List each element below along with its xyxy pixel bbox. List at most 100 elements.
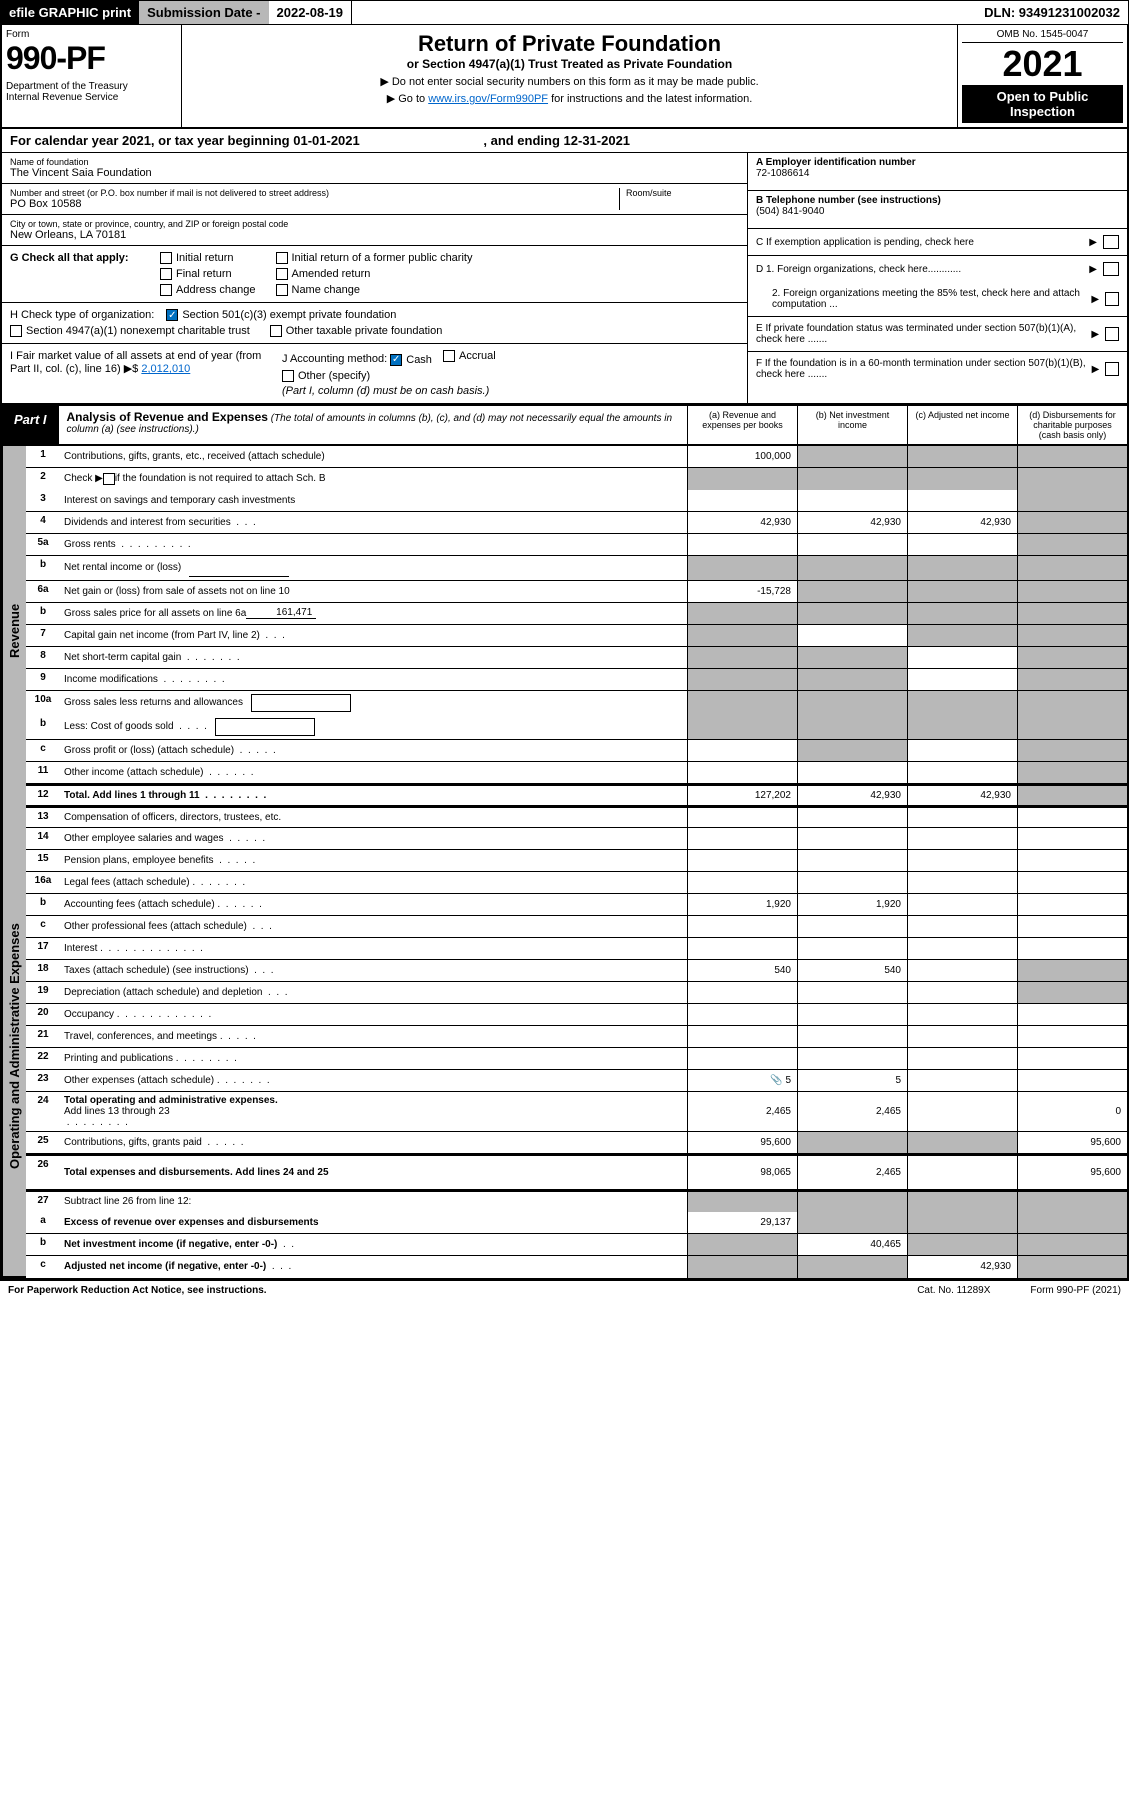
table-row: b Net rental income or (loss) xyxy=(26,556,1127,581)
fmv-value-link[interactable]: 2,012,010 xyxy=(141,363,190,375)
table-row: 15 Pension plans, employee benefits . . … xyxy=(26,850,1127,872)
accrual-checkbox[interactable] xyxy=(443,350,455,362)
year-block: OMB No. 1545-0047 2021 Open to Public In… xyxy=(957,25,1127,127)
table-row: b Gross sales price for all assets on li… xyxy=(26,603,1127,625)
table-row: c Adjusted net income (if negative, ente… xyxy=(26,1256,1127,1278)
col-b-head: (b) Net investment income xyxy=(797,406,907,444)
initial-former-checkbox[interactable] xyxy=(276,252,288,264)
submission-label: Submission Date - xyxy=(139,1,268,24)
final-return-checkbox[interactable] xyxy=(160,268,172,280)
f-row: F If the foundation is in a 60-month ter… xyxy=(748,352,1127,386)
table-row: 13 Compensation of officers, directors, … xyxy=(26,806,1127,828)
4947a1-checkbox[interactable] xyxy=(10,325,22,337)
table-row: 6a Net gain or (loss) from sale of asset… xyxy=(26,581,1127,603)
table-row: 22 Printing and publications . . . . . .… xyxy=(26,1048,1127,1070)
form-header: Form 990-PF Department of the Treasury I… xyxy=(0,25,1129,129)
part1-table: Revenue Operating and Administrative Exp… xyxy=(0,446,1129,1280)
table-row: 10a Gross sales less returns and allowan… xyxy=(26,691,1127,715)
instr-2: ▶ Go to www.irs.gov/Form990PF for instru… xyxy=(188,92,951,105)
d1-checkbox[interactable] xyxy=(1103,262,1119,276)
part1-title-cell: Analysis of Revenue and Expenses (The to… xyxy=(59,406,687,444)
j-block: J Accounting method: Cash Accrual Other … xyxy=(270,350,739,397)
form-id-block: Form 990-PF Department of the Treasury I… xyxy=(2,25,182,127)
name-change-checkbox[interactable] xyxy=(276,284,288,296)
table-row: 3 Interest on savings and temporary cash… xyxy=(26,490,1127,512)
table-row: b Accounting fees (attach schedule) . . … xyxy=(26,894,1127,916)
ein-row: A Employer identification number 72-1086… xyxy=(748,153,1127,191)
instr-1: ▶ Do not enter social security numbers o… xyxy=(188,75,951,88)
form-ref: Form 990-PF (2021) xyxy=(1030,1285,1121,1296)
form-word: Form xyxy=(6,29,177,40)
table-row: 21 Travel, conferences, and meetings . .… xyxy=(26,1026,1127,1048)
table-row: 8 Net short-term capital gain . . . . . … xyxy=(26,647,1127,669)
dln: DLN: 93491231002032 xyxy=(976,1,1128,24)
h-check-row: H Check type of organization: Section 50… xyxy=(2,303,747,344)
c-checkbox[interactable] xyxy=(1103,235,1119,249)
attachment-icon[interactable]: 📎 xyxy=(770,1075,782,1086)
table-row: 5a Gross rents . . . . . . . . . xyxy=(26,534,1127,556)
amended-return-checkbox[interactable] xyxy=(276,268,288,280)
table-row: 19 Depreciation (attach schedule) and de… xyxy=(26,982,1127,1004)
501c3-checkbox[interactable] xyxy=(166,309,178,321)
form-number: 990-PF xyxy=(6,40,177,77)
phone-row: B Telephone number (see instructions) (5… xyxy=(748,191,1127,229)
table-row: 27 Subtract line 26 from line 12: xyxy=(26,1190,1127,1212)
paperwork-notice: For Paperwork Reduction Act Notice, see … xyxy=(8,1285,267,1296)
col-d-head: (d) Disbursements for charitable purpose… xyxy=(1017,406,1127,444)
calendar-year-row: For calendar year 2021, or tax year begi… xyxy=(0,129,1129,153)
part1-label: Part I xyxy=(2,406,59,444)
d2-checkbox[interactable] xyxy=(1105,292,1119,306)
submission-date: 2022-08-19 xyxy=(269,1,353,24)
e-row: E If private foundation status was termi… xyxy=(748,317,1127,352)
table-row: b Less: Cost of goods sold . . . . xyxy=(26,715,1127,740)
table-row: 9 Income modifications . . . . . . . . xyxy=(26,669,1127,691)
city-row: City or town, state or province, country… xyxy=(2,215,747,246)
f-checkbox[interactable] xyxy=(1105,362,1119,376)
table-row: 25 Contributions, gifts, grants paid . .… xyxy=(26,1132,1127,1154)
c-row: C If exemption application is pending, c… xyxy=(748,229,1127,256)
table-row: 26 Total expenses and disbursements. Add… xyxy=(26,1154,1127,1190)
table-row: 18 Taxes (attach schedule) (see instruct… xyxy=(26,960,1127,982)
table-row: 12 Total. Add lines 1 through 11 . . . .… xyxy=(26,784,1127,806)
tax-year: 2021 xyxy=(962,43,1123,85)
table-row: 4 Dividends and interest from securities… xyxy=(26,512,1127,534)
address-row: Number and street (or P.O. box number if… xyxy=(2,184,747,215)
omb-number: OMB No. 1545-0047 xyxy=(962,29,1123,43)
table-row: b Net investment income (if negative, en… xyxy=(26,1234,1127,1256)
d2-row: 2. Foreign organizations meeting the 85%… xyxy=(748,282,1127,317)
table-row: 14 Other employee salaries and wages . .… xyxy=(26,828,1127,850)
open-public-label: Open to Public Inspection xyxy=(962,85,1123,123)
revenue-side-label: Revenue xyxy=(2,446,26,816)
table-row: a Excess of revenue over expenses and di… xyxy=(26,1212,1127,1234)
d1-row: D 1. Foreign organizations, check here..… xyxy=(748,256,1127,282)
table-row: 7 Capital gain net income (from Part IV,… xyxy=(26,625,1127,647)
col-c-head: (c) Adjusted net income xyxy=(907,406,1017,444)
other-specify-checkbox[interactable] xyxy=(282,370,294,382)
efile-label[interactable]: efile GRAPHIC print xyxy=(1,1,139,24)
initial-return-checkbox[interactable] xyxy=(160,252,172,264)
top-bar: efile GRAPHIC print Submission Date - 20… xyxy=(0,0,1129,25)
form-subtitle: or Section 4947(a)(1) Trust Treated as P… xyxy=(188,57,951,71)
table-row: c Other professional fees (attach schedu… xyxy=(26,916,1127,938)
g-check-row: G Check all that apply: Initial return F… xyxy=(2,246,747,303)
form-title: Return of Private Foundation xyxy=(188,31,951,57)
table-row: 17 Interest . . . . . . . . . . . . . xyxy=(26,938,1127,960)
dept-label: Department of the Treasury Internal Reve… xyxy=(6,81,177,103)
e-checkbox[interactable] xyxy=(1105,327,1119,341)
i-block: I Fair market value of all assets at end… xyxy=(10,350,270,397)
form-title-block: Return of Private Foundation or Section … xyxy=(182,25,957,127)
sch-b-checkbox[interactable] xyxy=(103,473,115,485)
instructions-link[interactable]: www.irs.gov/Form990PF xyxy=(428,93,548,105)
cash-checkbox[interactable] xyxy=(390,354,402,366)
table-row: 2 Check ▶ if the foundation is not requi… xyxy=(26,468,1127,490)
foundation-info: Name of foundation The Vincent Saia Foun… xyxy=(0,153,1129,405)
table-row: 11 Other income (attach schedule) . . . … xyxy=(26,762,1127,784)
address-change-checkbox[interactable] xyxy=(160,284,172,296)
table-row: 16a Legal fees (attach schedule) . . . .… xyxy=(26,872,1127,894)
table-row: 1 Contributions, gifts, grants, etc., re… xyxy=(26,446,1127,468)
table-row: c Gross profit or (loss) (attach schedul… xyxy=(26,740,1127,762)
part1-header: Part I Analysis of Revenue and Expenses … xyxy=(0,405,1129,446)
col-a-head: (a) Revenue and expenses per books xyxy=(687,406,797,444)
expenses-side-label: Operating and Administrative Expenses xyxy=(2,816,26,1278)
other-taxable-checkbox[interactable] xyxy=(270,325,282,337)
